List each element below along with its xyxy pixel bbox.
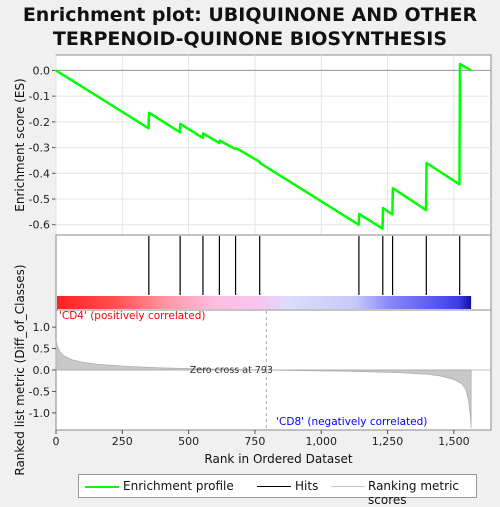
es-y-axis-label: Enrichment score (ES): [13, 78, 27, 211]
legend-enrichment-label: Enrichment profile: [123, 479, 234, 493]
x-tick-label: 250: [112, 435, 133, 448]
ranking-y-tick-label: -0.5: [29, 385, 50, 398]
legend-enrichment-swatch: [85, 486, 119, 488]
es-y-tick-label: -0.5: [29, 193, 50, 206]
ranking-y-tick-label: 0.5: [33, 343, 51, 356]
x-tick-label: 750: [244, 435, 265, 448]
x-tick-label: 500: [178, 435, 199, 448]
zero-cross-label: Zero cross at 793: [190, 365, 273, 376]
es-y-tick-label: -0.6: [29, 219, 50, 232]
negative-correlation-label: 'CD8' (negatively correlated): [276, 416, 427, 428]
enrichment-profile-line: [55, 62, 472, 230]
es-y-tick-label: -0.4: [29, 167, 50, 180]
ranking-y-tick-label: 0.0: [33, 364, 51, 377]
legend-ranking-swatch: [331, 486, 365, 487]
legend-hits-swatch: [257, 486, 291, 487]
x-tick-label: 0: [53, 435, 60, 448]
chart-title-line2: TERPENOID-QUINONE BIOSYNTHESIS: [52, 28, 448, 50]
ranking-y-tick-label: 1.0: [33, 321, 51, 334]
es-y-tick-label: 0.0: [33, 64, 51, 77]
ranking-y-axis-label: Ranked list metric (Diff_of_Classes): [13, 264, 27, 475]
ranking-metric-area: [55, 339, 472, 428]
x-tick-label: 1,250: [372, 435, 404, 448]
chart-title-line1: Enrichment plot: UBIQUINONE AND OTHER: [22, 4, 478, 26]
ranking-panel: Zero cross at 793 'CD4' (positively corre…: [13, 264, 492, 476]
es-y-tick-label: -0.1: [29, 90, 50, 103]
x-axis-label: Rank in Ordered Dataset: [204, 452, 352, 466]
positive-correlation-label: 'CD4' (positively correlated): [59, 310, 206, 322]
legend-hits-label: Hits: [295, 479, 319, 493]
x-tick-label: 1,500: [438, 435, 470, 448]
legend-ranking-label: Ranking metric scores: [368, 479, 459, 507]
es-y-tick-label: -0.3: [29, 142, 50, 155]
legend: Enrichment profile Hits Ranking metric s…: [78, 474, 477, 507]
es-y-tick-label: -0.2: [29, 116, 50, 129]
x-tick-label: 1,000: [305, 435, 337, 448]
ranking-color-bar: [57, 296, 472, 309]
ranking-y-tick-label: -1.0: [29, 407, 50, 420]
hits-panel: [55, 234, 492, 311]
